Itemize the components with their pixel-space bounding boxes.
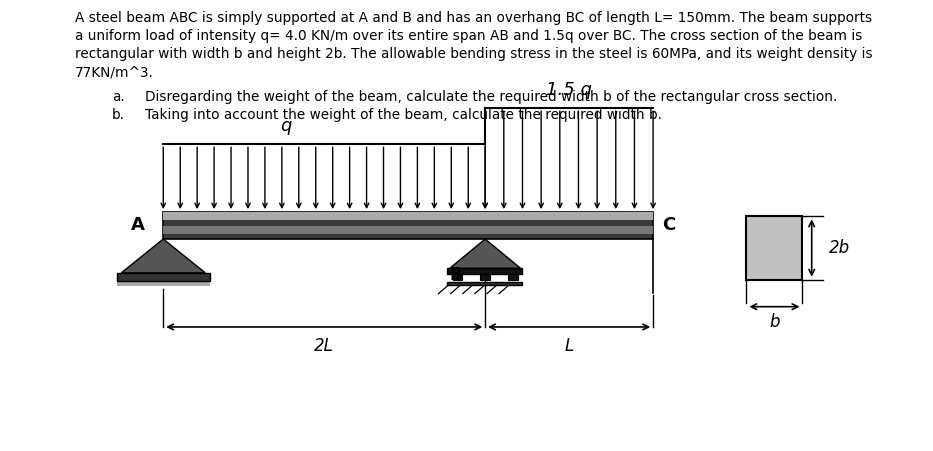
Text: A steel beam ABC is simply supported at A and B and has an overhang BC of length: A steel beam ABC is simply supported at … (75, 11, 871, 25)
Text: C: C (662, 216, 675, 235)
Bar (480, 274, 490, 280)
Text: 2L: 2L (314, 337, 334, 355)
Text: A: A (131, 216, 145, 235)
Text: B: B (449, 266, 462, 284)
Bar (163, 212, 653, 220)
Bar (447, 282, 522, 285)
Text: Disregarding the weight of the beam, calculate the required width b of the recta: Disregarding the weight of the beam, cal… (145, 90, 837, 104)
Text: a uniform load of intensity q= 4.0 KN/m over its entire span AB and 1.5q over BC: a uniform load of intensity q= 4.0 KN/m … (75, 29, 862, 43)
Text: 1.5 q: 1.5 q (546, 81, 592, 99)
Bar (447, 268, 522, 274)
Text: rectangular with width b and height 2b. The allowable bending stress in the stee: rectangular with width b and height 2b. … (75, 47, 872, 61)
Bar (117, 273, 210, 281)
Text: a.: a. (112, 90, 125, 104)
Polygon shape (450, 239, 521, 268)
Text: q: q (280, 117, 291, 135)
Bar (163, 212, 653, 239)
Text: 2b: 2b (829, 239, 850, 257)
Text: 77KN/m^3.: 77KN/m^3. (75, 65, 154, 79)
Text: L: L (564, 337, 574, 355)
Bar (508, 274, 518, 280)
Bar (163, 226, 653, 234)
Text: b: b (769, 313, 780, 331)
Bar (117, 281, 210, 286)
Bar (746, 216, 802, 280)
Polygon shape (121, 239, 205, 273)
Text: Taking into account the weight of the beam, calculate the required width b.: Taking into account the weight of the be… (145, 108, 661, 122)
Bar (453, 274, 462, 280)
Text: b.: b. (112, 108, 125, 122)
